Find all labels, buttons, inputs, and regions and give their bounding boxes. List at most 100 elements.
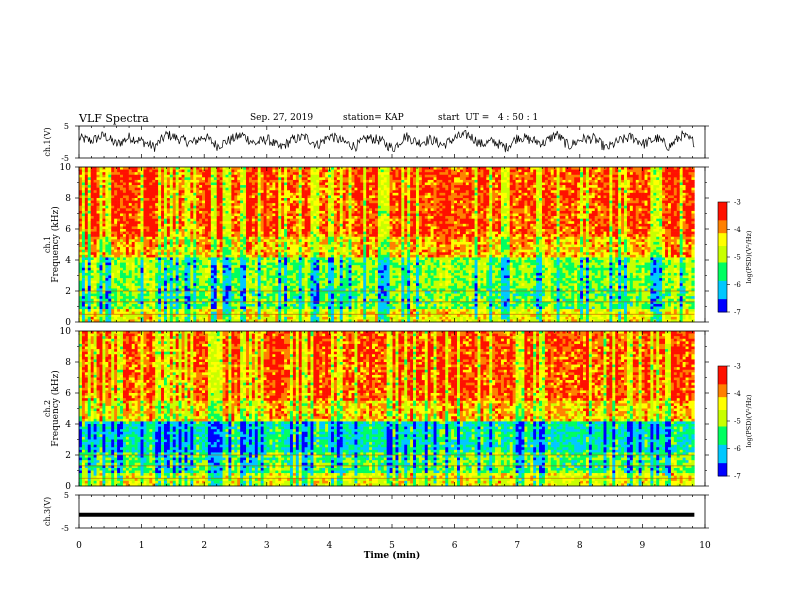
spectrogram-cell <box>79 245 82 248</box>
spectrogram-cell <box>108 307 111 310</box>
spectrogram-cell <box>88 294 91 297</box>
spectrogram-cell <box>91 226 94 229</box>
spectrogram-cell <box>141 193 144 196</box>
waveform-line <box>79 130 694 152</box>
spectrogram-cell <box>170 299 173 302</box>
spectrogram-cell <box>149 247 152 250</box>
spectrogram-cell <box>85 273 88 276</box>
spectrogram-cell <box>100 183 103 186</box>
spectrogram-cell <box>108 296 111 299</box>
spectrogram-cell <box>117 172 120 175</box>
spectrogram-cell <box>143 263 146 266</box>
spectrogram-cell <box>117 278 120 281</box>
spectrogram-cell <box>94 239 97 242</box>
spectrogram-cell <box>114 224 117 227</box>
spectrogram-cell <box>85 281 88 284</box>
spectrogram-cell <box>123 201 126 204</box>
spectrogram-cell <box>146 247 149 250</box>
spectrogram-cell <box>164 201 167 204</box>
spectrogram-cell <box>167 291 170 294</box>
spectrogram-cell <box>105 185 108 188</box>
spectrogram-cell <box>85 299 88 302</box>
spectrogram-cell <box>108 299 111 302</box>
spectrogram-cell <box>146 268 149 271</box>
spectrogram-cell <box>143 180 146 183</box>
spectrogram-cell <box>126 278 129 281</box>
spectrogram-cell <box>82 188 85 191</box>
spectrogram-cell <box>108 226 111 229</box>
spectrogram-cell <box>170 167 173 170</box>
spectrogram-cell <box>158 307 161 310</box>
spectrogram-cell <box>85 265 88 268</box>
spectrogram-cell <box>132 283 135 286</box>
spectrogram-cell <box>117 239 120 242</box>
spectrogram-cell <box>85 257 88 260</box>
spectrogram-cell <box>82 208 85 211</box>
spectrogram-cell <box>158 198 161 201</box>
spectrogram-cell <box>143 276 146 279</box>
spectrogram-cell <box>135 183 138 186</box>
spectrogram-cell <box>108 304 111 307</box>
spectrogram-cell <box>138 286 141 289</box>
spectrogram-cell <box>82 247 85 250</box>
spectrogram-cell <box>149 177 152 180</box>
spectrogram-cell <box>173 255 176 258</box>
spectrogram-cell <box>111 250 114 253</box>
spectrogram-cell <box>146 214 149 217</box>
spectrogram-cell <box>126 276 129 279</box>
spectrogram-cell <box>105 172 108 175</box>
spectrogram-cell <box>138 250 141 253</box>
spectrogram-cell <box>97 234 100 237</box>
spectrogram-cell <box>129 201 132 204</box>
spectrogram-cell <box>155 247 158 250</box>
spectrogram-cell <box>179 307 182 310</box>
spectrogram-cell <box>82 309 85 312</box>
spectrogram-cell <box>143 221 146 224</box>
spectrogram-cell <box>94 219 97 222</box>
spectrogram-cell <box>114 270 117 273</box>
spectrogram-cell <box>111 252 114 255</box>
spectrogram-cell <box>120 185 123 188</box>
spectrogram-cell <box>138 276 141 279</box>
spectrogram-cell <box>126 188 129 191</box>
spectrogram-cell <box>146 198 149 201</box>
spectrogram-cell <box>111 270 114 273</box>
spectrogram-cell <box>132 252 135 255</box>
spectrogram-cell <box>85 195 88 198</box>
spectrogram-cell <box>170 198 173 201</box>
spectrogram-cell <box>97 208 100 211</box>
spectrogram-cell <box>79 273 82 276</box>
spectrogram-cell <box>152 307 155 310</box>
spectrogram-cell <box>102 224 105 227</box>
spectrogram-cell <box>182 221 185 224</box>
spectrogram-cell <box>117 263 120 266</box>
spectrogram-cell <box>135 177 138 180</box>
spectrogram-cell <box>179 245 182 248</box>
spectrogram-cell <box>141 229 144 232</box>
spectrogram-cell <box>94 214 97 217</box>
spectrogram-cell <box>79 309 82 312</box>
spectrogram-cell <box>176 167 179 170</box>
spectrogram-cell <box>173 273 176 276</box>
spectrogram-cell <box>182 177 185 180</box>
spectrogram-cell <box>123 260 126 263</box>
spectrogram-cell <box>108 309 111 312</box>
spectrogram-cell <box>149 226 152 229</box>
spectrogram-cell <box>100 250 103 253</box>
spectrogram-cell <box>111 245 114 248</box>
spectrogram-cell <box>149 206 152 209</box>
spectrogram-cell <box>161 203 164 206</box>
spectrogram-cell <box>132 263 135 266</box>
spectrogram-cell <box>94 270 97 273</box>
spectrogram-cell <box>138 283 141 286</box>
spectrogram-cell <box>152 245 155 248</box>
spectrogram-cell <box>167 188 170 191</box>
spectrogram-cell <box>135 309 138 312</box>
spectrogram-cell <box>143 188 146 191</box>
spectrogram-cell <box>82 193 85 196</box>
spectrogram-cell <box>105 263 108 266</box>
spectrogram-cell <box>79 299 82 302</box>
spectrogram-cell <box>173 221 176 224</box>
spectrogram-cell <box>91 232 94 235</box>
spectrogram-cell <box>117 226 120 229</box>
